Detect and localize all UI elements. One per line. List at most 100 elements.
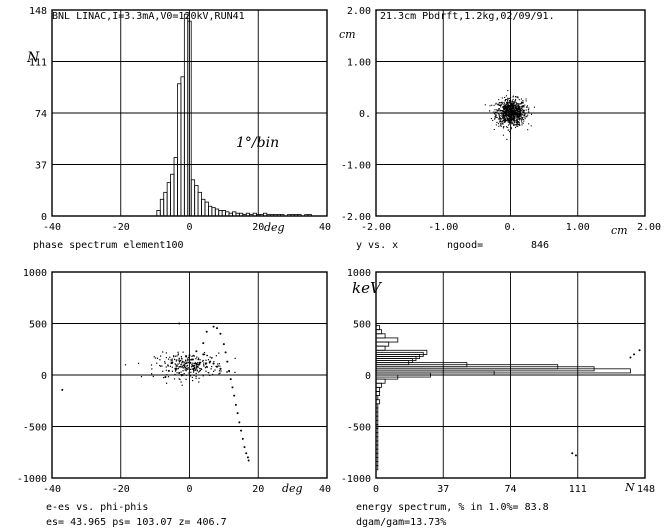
phasespace-point — [205, 365, 208, 368]
yx-point — [516, 113, 518, 116]
yx-point — [497, 109, 499, 111]
yx-point — [518, 116, 520, 118]
energy-histogram-bar — [375, 329, 382, 335]
yx-point — [510, 122, 512, 124]
phasespace-core-point — [211, 357, 213, 359]
panel-phase-xunit: deg — [264, 221, 285, 234]
yx-point — [508, 121, 510, 124]
yx-point — [514, 113, 516, 115]
phase-histogram-bar — [166, 182, 171, 217]
yx-point — [511, 101, 514, 103]
yx-point — [511, 123, 513, 125]
yx-point — [513, 116, 515, 118]
yx-point — [515, 122, 517, 124]
yx-point — [514, 120, 516, 123]
yx-point — [519, 124, 521, 126]
yx-point — [521, 110, 523, 112]
yx-point — [515, 111, 518, 113]
phasespace-core-point — [195, 362, 197, 365]
panel-ps-params: es= 43.965 ps= 103.07 z= 406.7 — [46, 517, 227, 528]
phasespace-core-point — [190, 362, 192, 364]
phasespace-core-point — [189, 361, 192, 364]
panel-phase-bin-note: 1°/bin — [236, 135, 279, 151]
yx-point — [517, 108, 519, 110]
phasespace-core-point — [184, 362, 187, 365]
phasespace-core-point — [175, 360, 177, 362]
yx-point — [513, 119, 515, 121]
yx-point — [493, 111, 495, 113]
yx-point — [516, 116, 518, 118]
phasespace-core-point — [200, 368, 202, 370]
phasespace-core-point — [189, 375, 192, 377]
phasespace-point — [174, 367, 177, 370]
phasespace-point — [167, 369, 170, 372]
phase-ytick-label: 37 — [35, 161, 47, 172]
energy-stray-point — [629, 356, 632, 359]
yx-point — [520, 108, 522, 110]
phasespace-core-point — [173, 356, 175, 358]
energy-ytick-label: 1000 — [347, 268, 371, 279]
yx-point — [510, 103, 512, 105]
yx-point — [523, 120, 525, 122]
yx-point — [504, 96, 506, 99]
yx-point — [518, 118, 520, 120]
yx-point — [507, 108, 509, 110]
phasespace-point — [234, 403, 237, 406]
yx-point — [516, 120, 518, 122]
yx-point — [505, 111, 507, 113]
yx-point — [494, 112, 497, 114]
yx-point — [522, 99, 524, 102]
yx-point — [509, 104, 511, 106]
yx-point — [493, 104, 495, 106]
yx-point — [511, 108, 513, 110]
phasespace-core-point — [215, 355, 217, 357]
phasespace-point — [238, 421, 241, 424]
phasespace-core-point — [177, 363, 179, 365]
phasespace-core-point — [213, 361, 215, 363]
yx-point — [509, 117, 511, 119]
phasespace-core-point — [187, 356, 189, 359]
yx-point — [521, 108, 523, 110]
energy-histogram-bar — [375, 337, 399, 343]
energy-histogram-bar — [375, 428, 379, 434]
yx-point — [498, 113, 500, 115]
yx-point — [513, 124, 515, 127]
yx-point — [512, 117, 515, 119]
yx-point — [510, 115, 512, 117]
yx-point — [509, 116, 511, 118]
yx-point — [518, 104, 520, 106]
yx-point — [505, 114, 507, 117]
phasespace-core-point — [193, 371, 195, 373]
yx-point — [520, 106, 522, 108]
phasespace-core-point — [186, 365, 188, 367]
yx-point — [521, 106, 523, 108]
phasespace-core-point — [197, 362, 199, 364]
yx-point — [515, 96, 517, 98]
yx-point — [510, 108, 512, 111]
yx-point — [517, 117, 519, 119]
yx-point — [512, 104, 514, 106]
phasespace-core-point — [184, 364, 186, 366]
phasespace-core-point — [174, 363, 176, 365]
yx-point — [503, 119, 505, 122]
phasespace-point — [219, 332, 222, 335]
yx-point — [510, 109, 512, 111]
yx-point — [507, 101, 509, 103]
yx-xtick-label: -1.00 — [428, 222, 458, 233]
phasespace-core-point — [218, 370, 221, 372]
yx-point — [511, 106, 513, 108]
yx-point — [527, 114, 529, 116]
phase-histogram-bar — [201, 198, 206, 217]
yx-point — [506, 138, 508, 140]
yx-point — [522, 105, 524, 107]
energy-stray-point — [638, 349, 641, 352]
phasespace-core-point — [164, 361, 166, 363]
phasespace-point — [195, 363, 198, 366]
phasespace-core-point — [201, 360, 204, 362]
phasespace-core-point — [185, 368, 187, 370]
yx-point — [514, 112, 516, 114]
phasespace-core-point — [159, 364, 161, 367]
yx-point — [505, 107, 507, 109]
yx-point — [505, 118, 507, 120]
yx-point — [505, 109, 507, 111]
